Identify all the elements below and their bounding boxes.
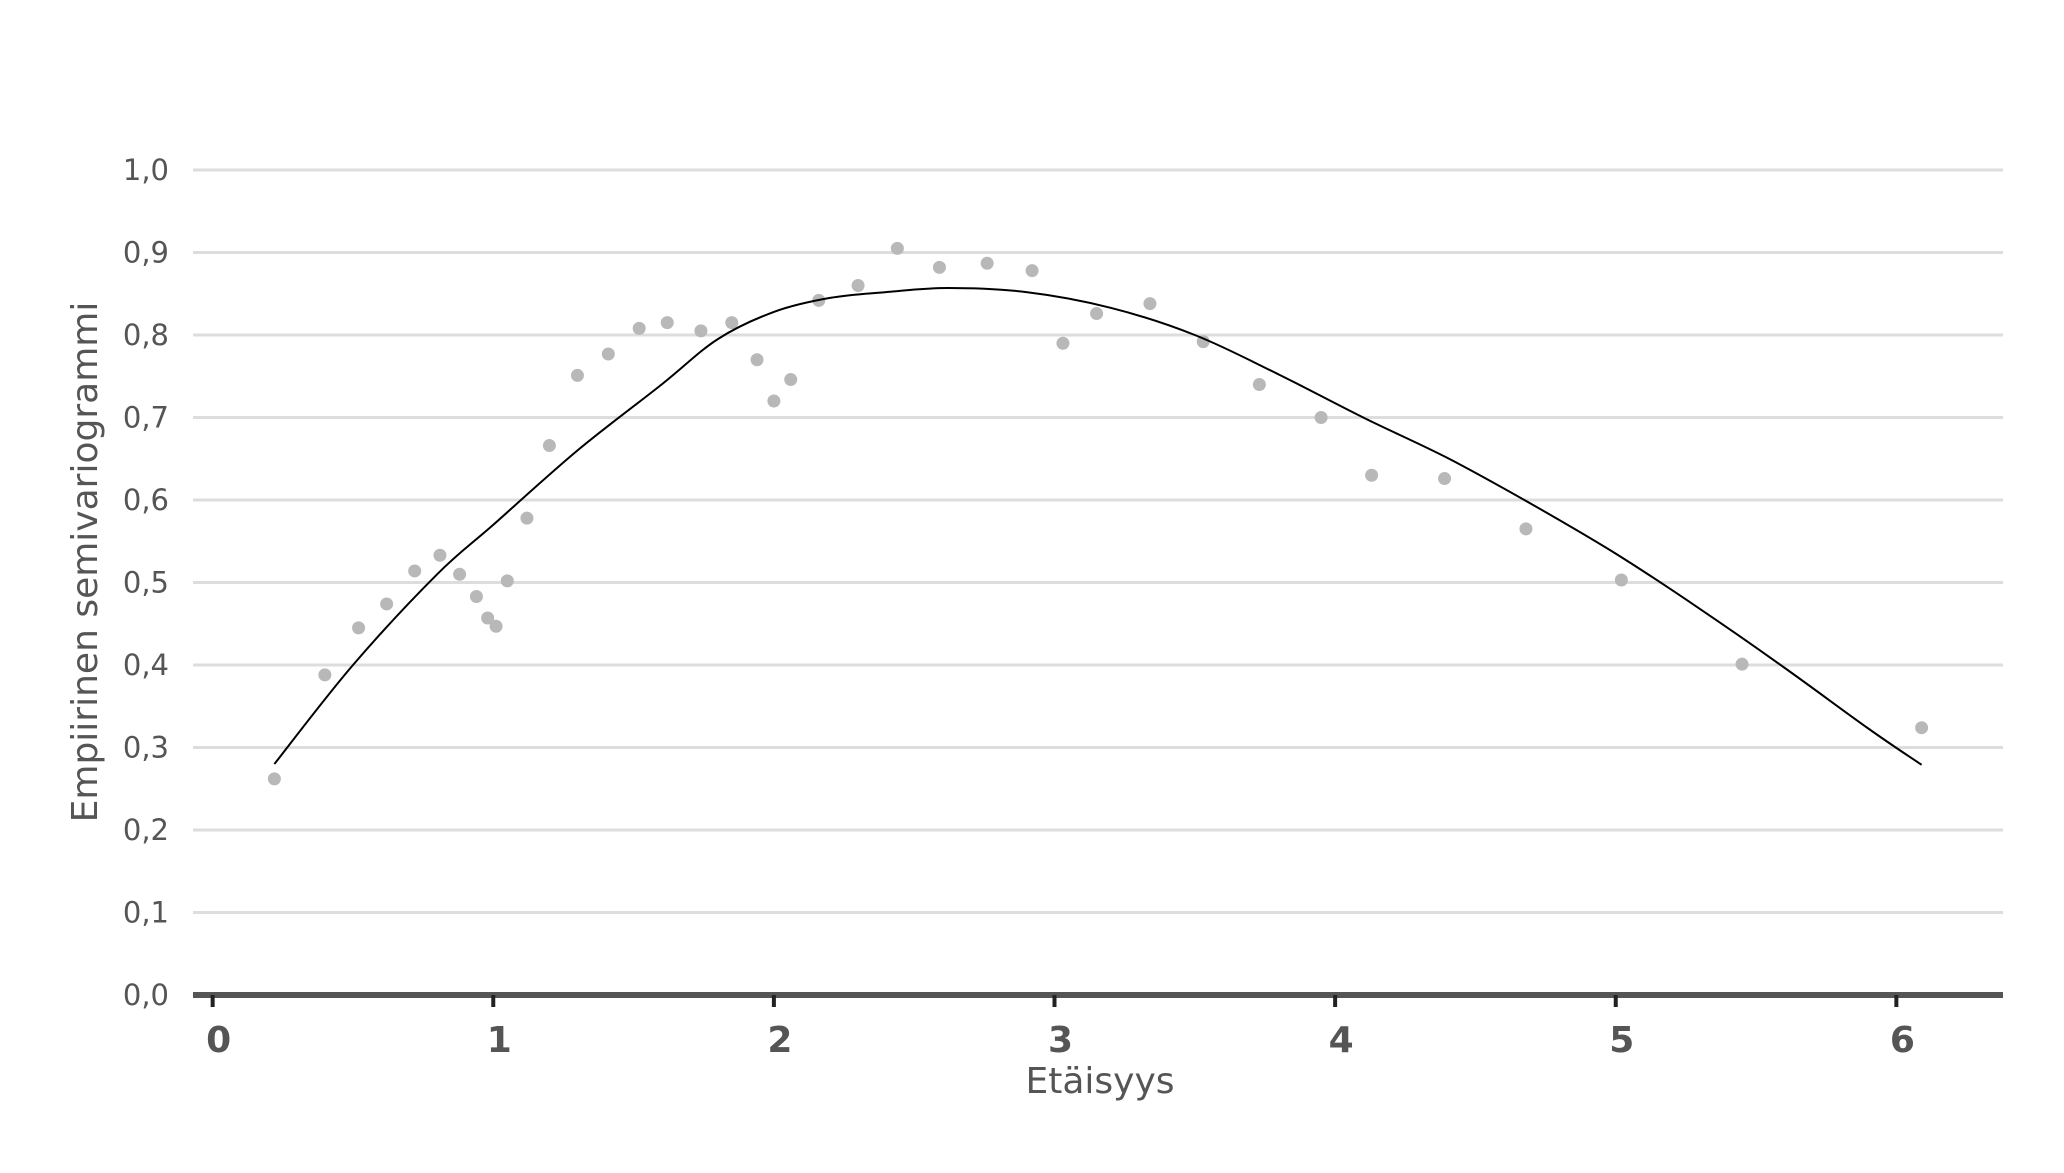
y-tick-label: 0,4 (123, 648, 169, 682)
data-point (1196, 335, 1210, 349)
x-tick-label: 5 (1609, 1020, 1634, 1061)
y-tick-label: 1,0 (123, 153, 169, 187)
data-point (601, 347, 615, 361)
x-tick-label: 1 (487, 1020, 512, 1061)
y-axis-label: Empiirinen semivariogrammi (65, 302, 106, 823)
data-point (980, 256, 994, 270)
y-tick-labels: 0,0 0,1 0,2 0,3 0,4 0,5 0,6 0,7 0,8 0,9 1,0 (123, 153, 169, 1012)
data-point (1735, 657, 1749, 671)
data-point (453, 567, 467, 581)
data-point (1314, 411, 1328, 424)
data-point (1614, 573, 1628, 587)
x-tick-label: 6 (1890, 1020, 1915, 1061)
data-point (542, 439, 556, 453)
data-point (1056, 336, 1070, 350)
data-point (784, 373, 798, 387)
y-tick-label: 0,3 (123, 731, 169, 765)
data-point (433, 548, 447, 562)
data-point (767, 394, 781, 408)
data-point (1025, 264, 1039, 278)
x-tick-label: 0 (206, 1020, 231, 1061)
y-tick-label: 0,6 (123, 483, 169, 517)
data-point (1143, 297, 1157, 311)
data-point (694, 324, 708, 338)
data-point (469, 590, 483, 604)
data-point (380, 597, 394, 611)
data-point (1915, 721, 1929, 735)
data-point (408, 564, 422, 578)
data-points (267, 241, 1929, 786)
data-point (890, 241, 904, 255)
y-tick-label: 0,8 (123, 318, 169, 352)
x-tick-label: 2 (767, 1020, 792, 1061)
data-point (725, 316, 739, 330)
data-point (520, 511, 534, 525)
data-point (750, 353, 764, 367)
y-tick-label: 0,7 (123, 401, 169, 435)
data-point (932, 260, 946, 274)
x-axis-label: Etäisyys (1025, 1061, 1174, 1102)
data-point (1365, 468, 1379, 482)
y-tick-label: 0,9 (123, 236, 169, 270)
data-point (481, 611, 495, 625)
data-point (500, 574, 514, 588)
x-tick-label: 3 (1048, 1020, 1073, 1061)
x-tick-label: 4 (1329, 1020, 1354, 1061)
data-point (570, 368, 584, 382)
data-point (1090, 307, 1104, 321)
data-point (267, 772, 281, 786)
data-point (660, 316, 674, 330)
grid-lines (193, 168, 2003, 914)
data-point (352, 621, 366, 635)
y-tick-label: 0,0 (123, 978, 169, 1012)
data-point (318, 668, 332, 682)
data-point (632, 321, 646, 335)
fitted-curve (273, 286, 1923, 766)
data-point (1252, 378, 1266, 391)
y-tick-label: 0,1 (123, 896, 169, 930)
data-point (1438, 472, 1452, 486)
x-ticks: 0 1 2 3 4 5 6 (206, 995, 1915, 1061)
y-tick-label: 0,2 (123, 813, 169, 847)
data-point (489, 619, 503, 633)
data-point (851, 279, 865, 292)
data-point (1519, 522, 1533, 536)
y-tick-label: 0,5 (123, 566, 169, 600)
